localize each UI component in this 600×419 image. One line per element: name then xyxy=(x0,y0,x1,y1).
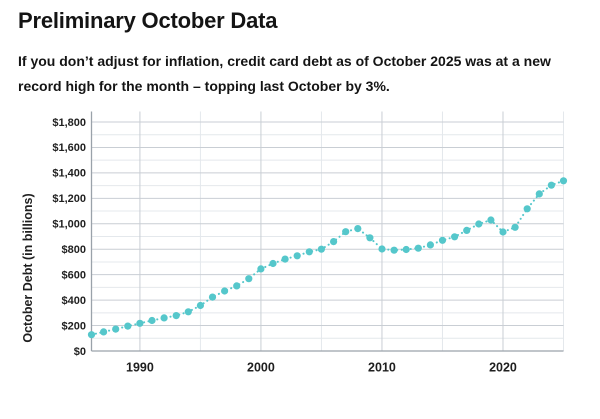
data-point xyxy=(148,316,156,325)
grid-major-layer xyxy=(91,111,564,351)
data-point xyxy=(414,244,422,252)
data-point xyxy=(281,255,289,263)
data-point xyxy=(378,245,386,253)
data-point xyxy=(245,275,253,283)
data-point xyxy=(293,252,301,260)
data-point xyxy=(184,308,192,316)
data-point xyxy=(196,301,204,310)
data-point xyxy=(354,225,362,233)
data-point xyxy=(426,241,434,249)
data-point xyxy=(257,265,265,273)
data-point xyxy=(547,181,556,189)
data-point xyxy=(451,233,459,241)
data-point xyxy=(523,205,531,213)
y-axis-title: October Debt (in billions) xyxy=(21,193,35,342)
data-point xyxy=(559,177,568,185)
data-point xyxy=(390,246,398,254)
data-point xyxy=(535,190,543,198)
data-point xyxy=(124,322,132,330)
data-point xyxy=(402,245,410,254)
data-point xyxy=(112,325,120,333)
data-point xyxy=(100,328,108,336)
y-tick-label: $0 xyxy=(74,346,86,358)
axis-layer xyxy=(90,111,564,352)
y-tick-label: $1,200 xyxy=(52,193,86,205)
data-point xyxy=(499,228,507,236)
x-tick-label: 2010 xyxy=(368,361,396,375)
data-point xyxy=(463,226,471,234)
x-tick-label: 2020 xyxy=(489,361,517,375)
data-point xyxy=(487,216,495,224)
credit-card-debt-line-chart: $0 $200 $400 $600 $800 $1,000 $1,200 $1,400 $1,6… xyxy=(21,111,568,375)
grid-minor-layer xyxy=(91,111,564,351)
data-point xyxy=(172,312,180,320)
data-point xyxy=(511,223,519,231)
trend-dotted-line xyxy=(90,179,565,336)
series-layer xyxy=(87,177,568,339)
y-tick-label: $1,600 xyxy=(52,142,86,154)
y-tick-label: $1,800 xyxy=(52,117,86,129)
page-title: Preliminary October Data xyxy=(18,8,278,33)
data-point xyxy=(208,293,217,301)
data-point xyxy=(342,228,350,236)
x-tick-label: 1990 xyxy=(126,361,154,375)
y-tick-label: $200 xyxy=(62,320,86,332)
page-subtitle: If you don’t adjust for inflation, credi… xyxy=(18,53,551,94)
data-point xyxy=(366,234,374,242)
data-point xyxy=(475,220,483,228)
x-tick-label: 2000 xyxy=(247,361,275,375)
y-tick-label: $1,000 xyxy=(52,219,86,231)
data-point xyxy=(269,259,277,268)
data-point xyxy=(305,248,313,256)
data-point xyxy=(87,331,96,339)
chart-container: $0 $200 $400 $600 $800 $1,000 $1,200 $1,400 $1,6… xyxy=(0,110,600,410)
data-point xyxy=(438,236,447,244)
y-tick-label: $400 xyxy=(62,295,86,307)
data-point xyxy=(317,245,325,253)
y-tick-label: $1,400 xyxy=(52,168,86,180)
y-tick-label: $600 xyxy=(62,269,86,281)
tick-label-layer: $0 $200 $400 $600 $800 $1,000 $1,200 $1,400 $1,6… xyxy=(52,117,517,375)
data-point xyxy=(233,282,241,290)
data-point xyxy=(160,314,168,322)
data-point xyxy=(136,319,144,327)
y-tick-label: $800 xyxy=(62,244,86,256)
data-point xyxy=(330,238,338,246)
data-point xyxy=(221,287,229,295)
